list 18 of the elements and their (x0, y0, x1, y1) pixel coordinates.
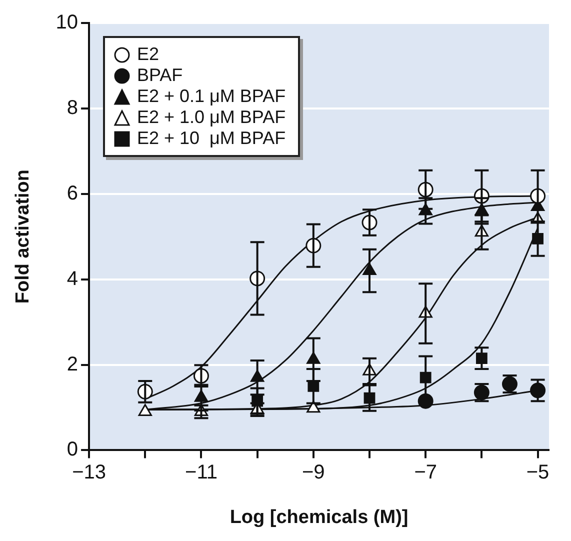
legend-label: E2 + 10 μM BPAF (137, 128, 286, 149)
legend-label: E2 + 1.0 μM BPAF (137, 107, 286, 128)
x-tick-label: −5 (526, 462, 550, 484)
y-tick-label: 8 (66, 96, 78, 119)
y-tick-label: 4 (66, 268, 78, 290)
x-tick-label: −7 (414, 462, 438, 484)
x-tick-label: −11 (185, 462, 218, 484)
x-axis-title: Log [chemicals (M)] (230, 506, 408, 528)
y-tick-label: 10 (56, 12, 78, 34)
x-tick-label: −13 (72, 462, 106, 484)
y-tick-label: 0 (66, 438, 78, 461)
y-tick-label: 6 (66, 182, 78, 204)
legend-label: E2 (137, 44, 160, 65)
y-tick-label: 2 (66, 353, 78, 376)
y-axis-title: Fold activation (12, 170, 34, 304)
legend-label: E2 + 0.1 μM BPAF (137, 86, 286, 107)
x-tick-label: −9 (302, 462, 325, 484)
legend-label: BPAF (137, 65, 183, 86)
